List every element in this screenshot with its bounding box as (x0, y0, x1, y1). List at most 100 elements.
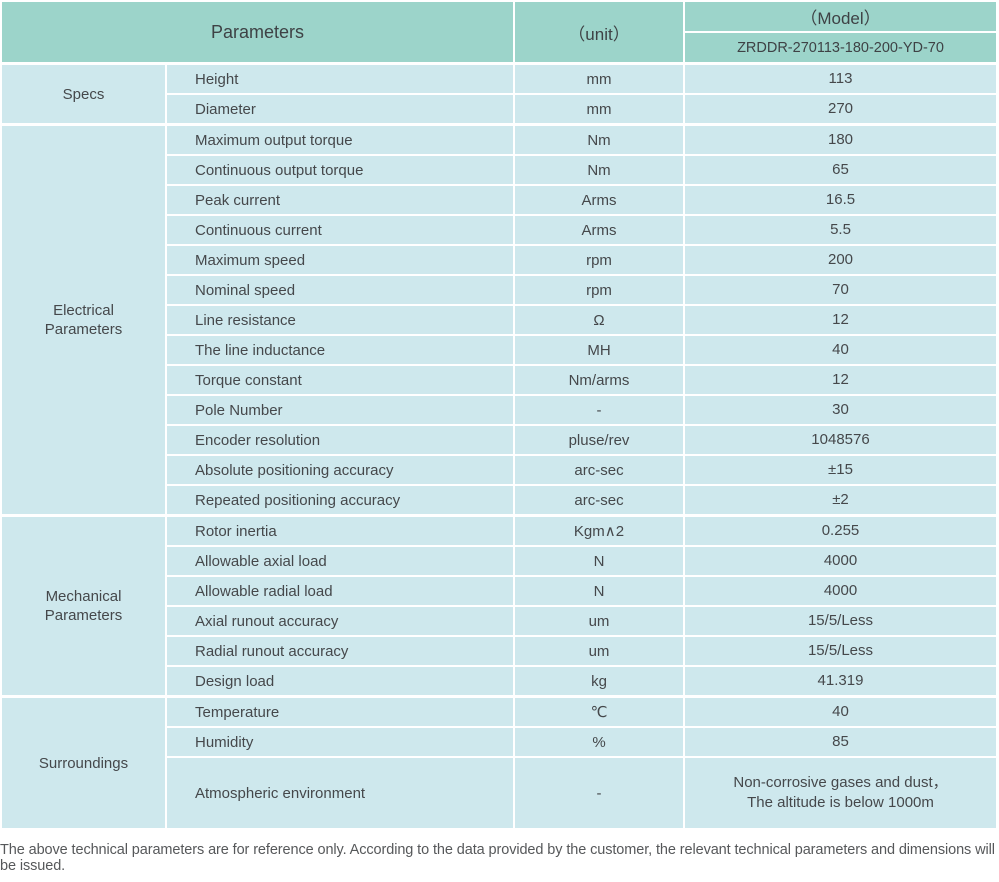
table-row: Absolute positioning accuracy arc-sec ±1… (167, 456, 996, 484)
value-cell: 16.5 (685, 186, 996, 214)
unit-cell: Arms (515, 216, 683, 244)
unit-cell: - (515, 758, 683, 828)
param-name-cell: Temperature (167, 698, 513, 726)
table-row: Height mm 113 (167, 65, 996, 93)
unit-cell: arc-sec (515, 486, 683, 514)
table-row: Humidity % 85 (167, 728, 996, 756)
param-name-cell: Continuous current (167, 216, 513, 244)
unit-cell: Nm/arms (515, 366, 683, 394)
param-name-cell: Axial runout accuracy (167, 607, 513, 635)
param-name-cell: Allowable radial load (167, 577, 513, 605)
unit-cell: pluse/rev (515, 426, 683, 454)
table-row: Temperature ℃ 40 (167, 698, 996, 726)
unit-cell: arc-sec (515, 456, 683, 484)
unit-cell: mm (515, 65, 683, 93)
unit-cell: Nm (515, 126, 683, 154)
param-name-cell: Continuous output torque (167, 156, 513, 184)
section-specs: Specs Height mm 113 Diameter mm 270 (2, 65, 996, 123)
value-cell: 40 (685, 698, 996, 726)
value-cell: 85 (685, 728, 996, 756)
footer-note: The above technical parameters are for r… (0, 842, 995, 874)
param-name-cell: Design load (167, 667, 513, 695)
unit-cell: Nm (515, 156, 683, 184)
param-name-cell: Peak current (167, 186, 513, 214)
section-label-electrical: Electrical Parameters (2, 126, 165, 514)
section-label-mechanical: Mechanical Parameters (2, 517, 165, 695)
header-model-number: ZRDDR-270113-180-200-YD-70 (685, 33, 996, 62)
table-row: Design load kg 41.319 (167, 667, 996, 695)
table-row: Allowable axial load N 4000 (167, 547, 996, 575)
unit-cell: N (515, 547, 683, 575)
value-cell: 12 (685, 366, 996, 394)
param-name-cell: The line inductance (167, 336, 513, 364)
unit-cell: rpm (515, 276, 683, 304)
value-cell: 0.255 (685, 517, 996, 545)
value-cell: 30 (685, 396, 996, 424)
table-row: Maximum output torque Nm 180 (167, 126, 996, 154)
table-row: Repeated positioning accuracy arc-sec ±2 (167, 486, 996, 514)
value-cell: 180 (685, 126, 996, 154)
unit-cell: mm (515, 95, 683, 123)
param-name-cell: Diameter (167, 95, 513, 123)
param-name-cell: Radial runout accuracy (167, 637, 513, 665)
param-name-cell: Allowable axial load (167, 547, 513, 575)
value-cell: 41.319 (685, 667, 996, 695)
table-row: The line inductance MH 40 (167, 336, 996, 364)
table-row: Axial runout accuracy um 15/5/Less (167, 607, 996, 635)
value-cell: 1048576 (685, 426, 996, 454)
param-name-cell: Atmospheric environment (167, 758, 513, 828)
unit-cell: um (515, 607, 683, 635)
value-cell: ±15 (685, 456, 996, 484)
section-label-surroundings: Surroundings (2, 698, 165, 828)
param-name-cell: Absolute positioning accuracy (167, 456, 513, 484)
table-header-row: Parameters （unit） （Model） ZRDDR-270113-1… (2, 2, 996, 62)
unit-cell: Arms (515, 186, 683, 214)
unit-cell: um (515, 637, 683, 665)
table-row: Encoder resolution pluse/rev 1048576 (167, 426, 996, 454)
section-label-specs: Specs (2, 65, 165, 123)
param-name-cell: Encoder resolution (167, 426, 513, 454)
value-cell: 200 (685, 246, 996, 274)
param-name-cell: Humidity (167, 728, 513, 756)
value-cell: 5.5 (685, 216, 996, 244)
value-cell: 70 (685, 276, 996, 304)
header-parameters: Parameters (2, 2, 513, 62)
table-row: Peak current Arms 16.5 (167, 186, 996, 214)
value-cell: 65 (685, 156, 996, 184)
header-model: （Model） (685, 2, 996, 31)
param-name-cell: Nominal speed (167, 276, 513, 304)
param-name-cell: Line resistance (167, 306, 513, 334)
table-row: Allowable radial load N 4000 (167, 577, 996, 605)
table-row: Atmospheric environment - Non-corrosive … (167, 758, 996, 828)
param-name-cell: Pole Number (167, 396, 513, 424)
section-electrical: Electrical Parameters Maximum output tor… (2, 126, 996, 514)
table-row: Continuous current Arms 5.5 (167, 216, 996, 244)
param-name-cell: Maximum output torque (167, 126, 513, 154)
unit-cell: - (515, 396, 683, 424)
value-cell: 15/5/Less (685, 607, 996, 635)
table-row: Diameter mm 270 (167, 95, 996, 123)
table-row: Line resistance Ω 12 (167, 306, 996, 334)
header-model-group: （Model） ZRDDR-270113-180-200-YD-70 (685, 2, 996, 62)
table-row: Continuous output torque Nm 65 (167, 156, 996, 184)
table-row: Nominal speed rpm 70 (167, 276, 996, 304)
value-cell: 4000 (685, 547, 996, 575)
value-cell: ±2 (685, 486, 996, 514)
unit-cell: rpm (515, 246, 683, 274)
value-cell: 270 (685, 95, 996, 123)
param-name-cell: Torque constant (167, 366, 513, 394)
unit-cell: N (515, 577, 683, 605)
value-cell: Non-corrosive gases and dust， The altitu… (685, 758, 996, 828)
table-row: Maximum speed rpm 200 (167, 246, 996, 274)
unit-cell: ℃ (515, 698, 683, 726)
unit-cell: Kgm∧2 (515, 517, 683, 545)
unit-cell: Ω (515, 306, 683, 334)
table-row: Radial runout accuracy um 15/5/Less (167, 637, 996, 665)
param-name-cell: Maximum speed (167, 246, 513, 274)
value-cell: 15/5/Less (685, 637, 996, 665)
unit-cell: % (515, 728, 683, 756)
section-surroundings: Surroundings Temperature ℃ 40 Humidity %… (2, 698, 996, 828)
param-name-cell: Height (167, 65, 513, 93)
table-row: Rotor inertia Kgm∧2 0.255 (167, 517, 996, 545)
unit-cell: kg (515, 667, 683, 695)
